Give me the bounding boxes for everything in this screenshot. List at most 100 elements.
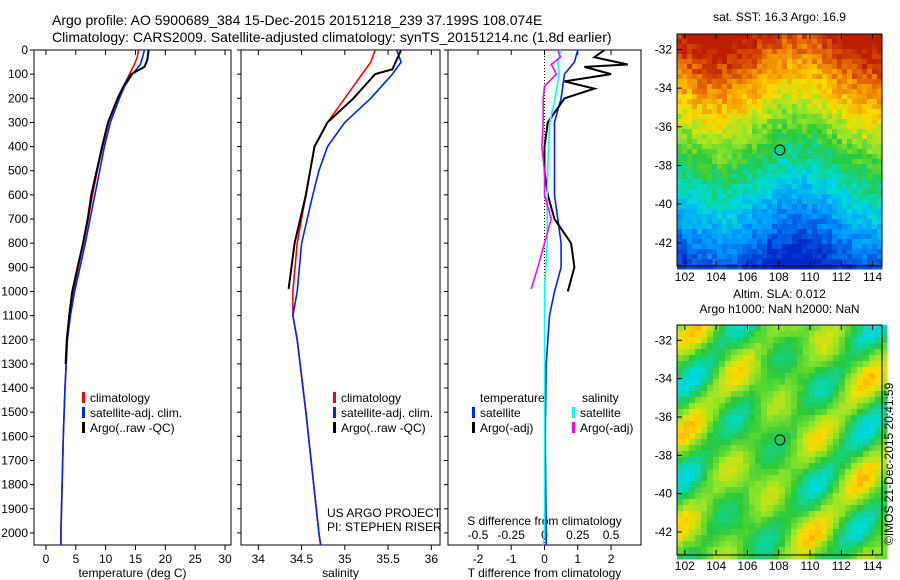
- map-cell: [797, 361, 804, 368]
- map-cell: [842, 124, 848, 130]
- map-cell: [785, 451, 792, 458]
- map-cell: [713, 349, 720, 356]
- map-cell: [832, 204, 838, 210]
- map-cell: [782, 164, 788, 170]
- map-cell: [737, 487, 744, 494]
- map-cell: [752, 214, 758, 220]
- map-cell: [767, 104, 773, 110]
- map-cell: [697, 149, 703, 155]
- map-cell: [713, 481, 720, 488]
- map-cell: [777, 179, 783, 185]
- map-cell: [837, 184, 843, 190]
- map-cell: [867, 254, 873, 260]
- map-cell: [827, 209, 833, 215]
- map-cell: [713, 337, 720, 344]
- map-cell: [731, 499, 738, 506]
- map-cell: [713, 523, 720, 530]
- map-cell: [807, 49, 813, 55]
- map-cell: [782, 234, 788, 240]
- map-cell: [815, 463, 822, 470]
- map-cell: [867, 154, 873, 160]
- map-cell: [737, 69, 743, 75]
- map-cell: [719, 361, 726, 368]
- map-cell: [683, 373, 690, 380]
- map-cell: [862, 49, 868, 55]
- map-cell: [719, 331, 726, 338]
- map-cell: [713, 367, 720, 374]
- map-cell: [747, 124, 753, 130]
- x-tick-label: -2: [473, 552, 484, 566]
- map-cell: [877, 209, 883, 215]
- map-cell: [817, 54, 823, 60]
- map-cell: [777, 144, 783, 150]
- map-cell: [772, 129, 778, 135]
- map-cell: [779, 433, 786, 440]
- map-title: sat. SST: 16.3 Argo: 16.9: [713, 10, 846, 24]
- map-cell: [752, 69, 758, 75]
- map-cell: [687, 64, 693, 70]
- map-cell: [785, 475, 792, 482]
- x2-tick-label: -0.25: [498, 528, 526, 542]
- map-cell: [881, 427, 888, 434]
- map-cell: [727, 104, 733, 110]
- map-cell: [802, 39, 808, 45]
- map-cell: [782, 54, 788, 60]
- map-cell: [722, 249, 728, 255]
- map-cell: [862, 239, 868, 245]
- map-cell: [677, 511, 684, 518]
- map-cell: [851, 499, 858, 506]
- map-cell: [677, 244, 683, 250]
- map-cell: [707, 367, 714, 374]
- map-cell: [702, 164, 708, 170]
- map-cell: [782, 159, 788, 165]
- map-cell: [702, 249, 708, 255]
- map-cell: [851, 331, 858, 338]
- map-cell: [727, 99, 733, 105]
- map-cell: [731, 349, 738, 356]
- map-cell: [732, 264, 738, 270]
- map-cell: [802, 184, 808, 190]
- map-cell: [677, 164, 683, 170]
- map-cell: [717, 129, 723, 135]
- map-cell: [737, 164, 743, 170]
- map-cell: [812, 244, 818, 250]
- y-tick-label: 100: [8, 67, 28, 81]
- map-cell: [857, 427, 864, 434]
- map-cell: [779, 439, 786, 446]
- map-cell: [737, 403, 744, 410]
- map-cell: [809, 355, 816, 362]
- map-cell: [717, 69, 723, 75]
- map-cell: [772, 189, 778, 195]
- map-cell: [851, 451, 858, 458]
- map-cell: [687, 149, 693, 155]
- map-cell: [809, 547, 816, 554]
- y-tick-label: 1400: [1, 381, 28, 395]
- map-cell: [875, 523, 882, 530]
- map-cell: [695, 505, 702, 512]
- map-cell: [683, 427, 690, 434]
- map-cell: [702, 119, 708, 125]
- map-cell: [845, 493, 852, 500]
- map-cell: [742, 129, 748, 135]
- map-cell: [692, 54, 698, 60]
- title-line-1: Argo profile: AO 5900689_384 15-Dec-2015…: [52, 12, 543, 28]
- map-cell: [749, 421, 756, 428]
- map-x-tick-label: 114: [863, 270, 882, 284]
- map-cell: [837, 74, 843, 80]
- map-cell: [677, 64, 683, 70]
- map-x-tick-label: 102: [675, 559, 695, 573]
- map-cell: [792, 129, 798, 135]
- map-cell: [803, 511, 810, 518]
- map-cell: [727, 34, 733, 40]
- map-cell: [742, 219, 748, 225]
- map-cell: [737, 59, 743, 65]
- map-cell: [821, 421, 828, 428]
- map-cell: [832, 119, 838, 125]
- map-cell: [752, 169, 758, 175]
- map-cell: [837, 179, 843, 185]
- map-cell: [737, 415, 744, 422]
- map-cell: [821, 409, 828, 416]
- map-cell: [791, 391, 798, 398]
- map-cell: [833, 505, 840, 512]
- map-cell: [752, 49, 758, 55]
